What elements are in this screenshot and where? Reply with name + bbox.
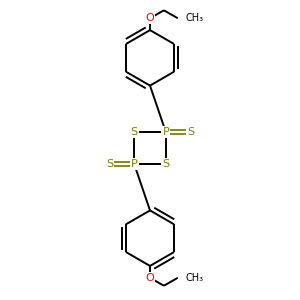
Text: O: O (146, 273, 154, 283)
Text: S: S (162, 159, 169, 169)
Text: CH₃: CH₃ (186, 13, 204, 23)
Text: S: S (187, 127, 194, 137)
Text: CH₃: CH₃ (186, 273, 204, 283)
Text: S: S (130, 127, 138, 137)
Text: P: P (131, 159, 137, 169)
Text: S: S (106, 159, 113, 169)
Text: P: P (163, 127, 169, 137)
Text: O: O (146, 13, 154, 23)
